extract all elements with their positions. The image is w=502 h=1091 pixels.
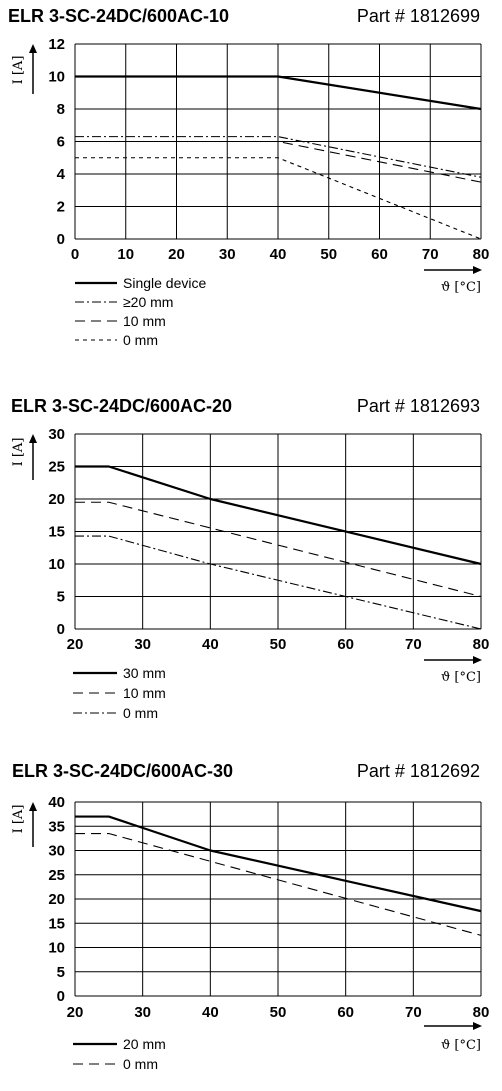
axis-arrowhead	[473, 1022, 482, 1030]
series-line	[75, 501, 482, 598]
x-axis-label: ϑ [°C]	[441, 670, 481, 685]
y-tick-label: 30	[48, 426, 65, 443]
y-tick-label: 25	[48, 867, 65, 884]
x-tick-label: 70	[405, 1004, 422, 1021]
y-tick-label: 10	[48, 940, 65, 957]
x-tick-label: 20	[67, 636, 84, 653]
x-tick-label: 70	[405, 636, 422, 653]
y-tick-label: 10	[48, 556, 65, 573]
part-number: Part # 1812692	[357, 761, 480, 781]
y-tick-label: 0	[57, 988, 65, 1005]
y-tick-label: 25	[48, 459, 65, 476]
series-line	[75, 465, 482, 566]
chart-title: ELR 3-SC-24DC/600AC-20	[11, 396, 232, 416]
x-axis-label: ϑ [°C]	[441, 280, 481, 295]
series-line	[75, 136, 482, 178]
x-tick-label: 30	[134, 1004, 151, 1021]
chart-panel-elr-20: ELR 3-SC-24DC/600AC-20 Part # 1812693 20 30…	[0, 390, 502, 721]
x-tick-label: 40	[202, 636, 219, 653]
chart-panel-elr-30: ELR 3-SC-24DC/600AC-30 Part # 1812692 20 30…	[0, 755, 502, 1091]
series-line	[75, 815, 482, 913]
axis-arrowhead	[473, 656, 482, 664]
legend-label: 20 mm	[123, 1036, 166, 1052]
y-tick-label: 15	[48, 915, 65, 932]
y-tick-label: 15	[48, 524, 65, 541]
x-tick-label: 60	[337, 1004, 354, 1021]
y-tick-label: 0	[57, 231, 65, 248]
x-tick-label: 0	[71, 246, 79, 263]
x-tick-label: 80	[473, 636, 490, 653]
y-tick-label: 35	[48, 818, 65, 835]
series-line	[75, 140, 482, 183]
y-tick-label: 5	[57, 589, 65, 606]
chart-panel-elr-10: ELR 3-SC-24DC/600AC-10 Part # 1812699 0 10 2…	[0, 0, 502, 365]
x-tick-label: 30	[134, 636, 151, 653]
y-tick-label: 40	[48, 794, 65, 811]
x-tick-label: 80	[473, 246, 490, 263]
chart-svg: ELR 3-SC-24DC/600AC-10 Part # 1812699 0 10 2…	[8, 6, 490, 348]
legend: 20 mm 0 mm	[73, 1036, 166, 1072]
x-axis-label: ϑ [°C]	[441, 1038, 481, 1053]
axis-arrowhead	[29, 44, 37, 53]
x-tick-label: 70	[422, 246, 439, 263]
x-tick-label: 50	[270, 636, 287, 653]
legend-label: 0 mm	[123, 705, 158, 721]
chart-svg: ELR 3-SC-24DC/600AC-20 Part # 1812693 20 30…	[11, 396, 490, 721]
series-line	[75, 157, 482, 240]
legend-label: 0 mm	[123, 332, 158, 348]
x-tick-label: 40	[202, 1004, 219, 1021]
grid	[74, 433, 482, 630]
x-tick-label: 50	[270, 1004, 287, 1021]
x-tick-label: 20	[67, 1004, 84, 1021]
part-number: Part # 1812693	[357, 396, 480, 416]
x-tick-label: 60	[371, 246, 388, 263]
axis-arrowhead	[29, 802, 37, 811]
y-axis-label: I [A]	[11, 438, 26, 467]
chart-title: ELR 3-SC-24DC/600AC-30	[12, 761, 233, 781]
y-tick-label: 5	[57, 964, 65, 981]
chart-svg: ELR 3-SC-24DC/600AC-30 Part # 1812692 20 30…	[11, 761, 490, 1072]
x-tick-label: 40	[270, 246, 287, 263]
y-tick-label: 4	[57, 166, 66, 183]
y-tick-label: 30	[48, 843, 65, 860]
series-line	[75, 832, 482, 936]
x-tick-label: 50	[320, 246, 337, 263]
y-tick-label: 20	[48, 491, 65, 508]
legend: 30 mm 10 mm 0 mm	[73, 665, 166, 721]
series-line	[75, 535, 482, 630]
legend-label: 10 mm	[123, 313, 166, 329]
x-tick-label: 20	[168, 246, 185, 263]
y-axis-label: I [A]	[11, 56, 26, 85]
axis-arrowhead	[29, 434, 37, 443]
y-tick-label: 20	[48, 891, 65, 908]
grid	[74, 801, 482, 997]
y-tick-label: 10	[48, 69, 65, 86]
legend-label: 10 mm	[123, 685, 166, 701]
part-number: Part # 1812699	[357, 6, 480, 26]
axis-arrowhead	[473, 266, 482, 274]
x-tick-label: 80	[473, 1004, 490, 1021]
y-axis-label: I [A]	[11, 805, 26, 834]
y-tick-label: 6	[57, 134, 65, 151]
y-tick-label: 2	[57, 199, 65, 216]
x-tick-label: 10	[117, 246, 134, 263]
series-line	[75, 75, 482, 111]
x-tick-label: 60	[337, 636, 354, 653]
chart-title: ELR 3-SC-24DC/600AC-10	[8, 6, 229, 26]
legend-label: Single device	[123, 275, 206, 291]
legend-label: 30 mm	[123, 665, 166, 681]
legend: Single device ≥20 mm 10 mm 0 mm	[75, 275, 206, 348]
legend-label: 0 mm	[123, 1056, 158, 1072]
y-tick-label: 12	[48, 36, 65, 53]
y-tick-label: 0	[57, 621, 65, 638]
x-tick-label: 30	[219, 246, 236, 263]
legend-label: ≥20 mm	[123, 294, 173, 310]
grid	[74, 43, 482, 240]
y-tick-label: 8	[57, 101, 65, 118]
